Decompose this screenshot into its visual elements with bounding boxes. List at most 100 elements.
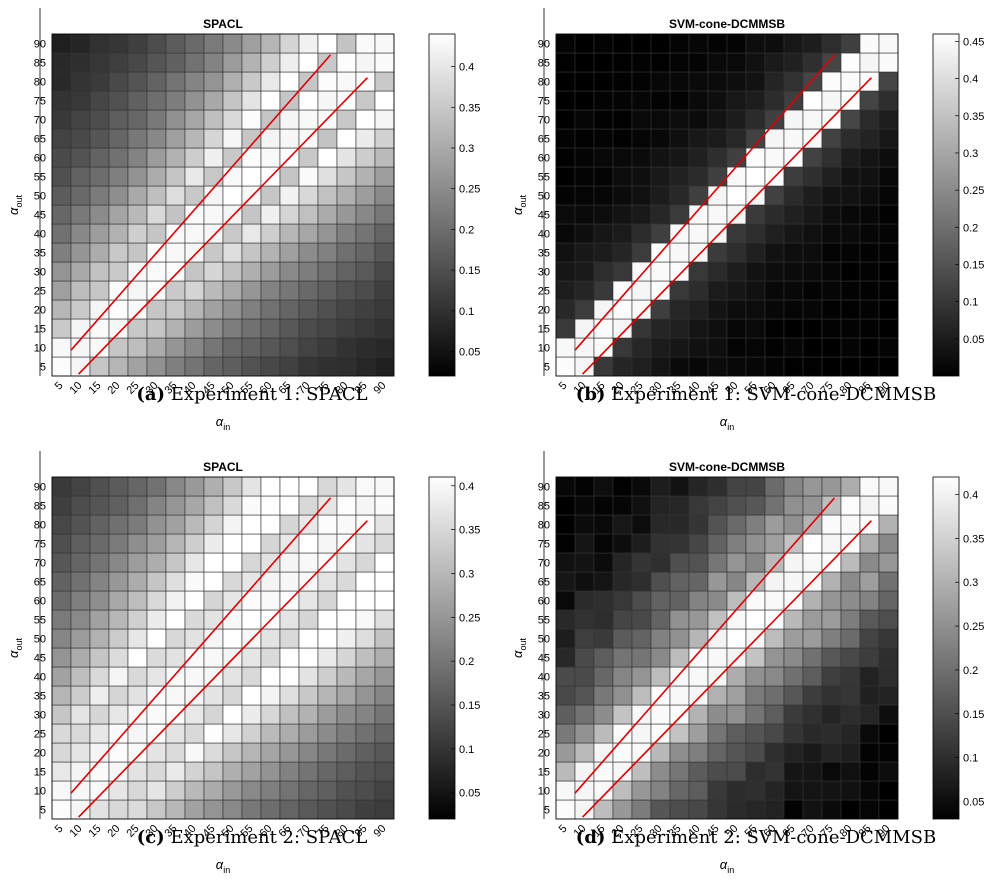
chart-title-b: SVM-cone-DCMMSB bbox=[669, 17, 785, 31]
heatmap-cell bbox=[802, 799, 823, 820]
heatmap-cell bbox=[108, 223, 129, 244]
heatmap-cell bbox=[840, 704, 861, 725]
heatmap-cell bbox=[726, 356, 747, 377]
heatmap-cell bbox=[260, 147, 281, 168]
heatmap-cell bbox=[222, 647, 243, 668]
heatmap-cell bbox=[631, 571, 652, 592]
heatmap-cell bbox=[745, 242, 766, 263]
heatmap-cell bbox=[279, 33, 300, 54]
heatmap-cell bbox=[650, 52, 671, 73]
heatmap-cell bbox=[184, 280, 205, 301]
heatmap-cell bbox=[783, 666, 804, 687]
heatmap-cell bbox=[783, 109, 804, 130]
heatmap-cell bbox=[108, 185, 129, 206]
heatmap-cell bbox=[336, 204, 357, 225]
heatmap-cell bbox=[317, 799, 338, 820]
heatmap-cell bbox=[127, 704, 148, 725]
heatmap-cell bbox=[859, 337, 880, 358]
heatmap-cell bbox=[745, 476, 766, 497]
heatmap-cell bbox=[821, 128, 842, 149]
heatmap-cell bbox=[108, 647, 129, 668]
heatmap-cell bbox=[802, 299, 823, 320]
heatmap-cell bbox=[260, 476, 281, 497]
heatmap-cell bbox=[555, 52, 576, 73]
y-tick-label: 70 bbox=[538, 558, 550, 570]
heatmap-cell bbox=[203, 147, 224, 168]
heatmap-cell bbox=[878, 356, 899, 377]
heatmap-cell bbox=[650, 280, 671, 301]
heatmap-cell bbox=[821, 780, 842, 801]
heatmap-cell bbox=[707, 666, 728, 687]
heatmap-cell bbox=[355, 185, 376, 206]
heatmap-cell bbox=[127, 590, 148, 611]
heatmap-cell bbox=[859, 761, 880, 782]
heatmap-cell bbox=[593, 242, 614, 263]
panel-d: SVM-cone-DCMMSB 5 10 15 20 25 30 35 40 45 50 55 60 65… bbox=[504, 443, 1008, 885]
heatmap-cell bbox=[745, 742, 766, 763]
heatmap-cell bbox=[593, 109, 614, 130]
heatmap-cell bbox=[840, 185, 861, 206]
heatmap-cell bbox=[317, 590, 338, 611]
heatmap-cell bbox=[146, 280, 167, 301]
heatmap-cell bbox=[51, 147, 72, 168]
heatmap-cell bbox=[669, 742, 690, 763]
heatmap-cell bbox=[355, 204, 376, 225]
heatmap-cell bbox=[317, 261, 338, 282]
y-tick-label: 45 bbox=[538, 653, 550, 665]
heatmap-cell bbox=[146, 742, 167, 763]
heatmap-cell bbox=[336, 71, 357, 92]
heatmap-cell bbox=[688, 571, 709, 592]
heatmap-cell bbox=[70, 147, 91, 168]
heatmap-cell bbox=[203, 109, 224, 130]
y-tick-label: 80 bbox=[538, 77, 550, 89]
heatmap-chart-d: SVM-cone-DCMMSB 5 10 15 20 25 30 35 40 45 50 55 60 65… bbox=[510, 451, 984, 875]
heatmap-cell bbox=[222, 128, 243, 149]
heatmap-cell bbox=[574, 590, 595, 611]
heatmap-cell bbox=[146, 666, 167, 687]
heatmap-cell bbox=[631, 318, 652, 339]
colorbar-tick-label: 0.35 bbox=[459, 102, 480, 114]
heatmap-cell bbox=[555, 590, 576, 611]
y-tick-label: 90 bbox=[34, 39, 46, 51]
heatmap-cell bbox=[222, 166, 243, 187]
heatmap-cell bbox=[51, 261, 72, 282]
heatmap-cell bbox=[707, 147, 728, 168]
caption-d-text: Experiment 2: SVM-cone-DCMMSB bbox=[611, 827, 937, 848]
heatmap-cell bbox=[89, 685, 110, 706]
heatmap-cell bbox=[184, 571, 205, 592]
y-tick-label: 90 bbox=[538, 482, 550, 494]
heatmap-cell bbox=[821, 52, 842, 73]
heatmap-cell bbox=[260, 647, 281, 668]
heatmap-cell bbox=[184, 109, 205, 130]
heatmap-cell bbox=[241, 356, 262, 377]
chart-title-a: SPACL bbox=[203, 17, 243, 31]
heatmap-cell bbox=[574, 33, 595, 54]
heatmap-cell bbox=[70, 704, 91, 725]
heatmap-cell bbox=[108, 685, 129, 706]
heatmap-cell bbox=[374, 261, 395, 282]
heatmap-cell bbox=[612, 90, 633, 111]
heatmap-cell bbox=[878, 799, 899, 820]
heatmap-cell bbox=[222, 261, 243, 282]
heatmap-cell bbox=[650, 33, 671, 54]
heatmap-cell bbox=[650, 723, 671, 744]
heatmap-cell bbox=[70, 280, 91, 301]
heatmap-cell bbox=[802, 33, 823, 54]
heatmap-cell bbox=[89, 109, 110, 130]
heatmap-cell bbox=[374, 166, 395, 187]
heatmap-cell bbox=[108, 261, 129, 282]
heatmap-cell bbox=[279, 723, 300, 744]
heatmap-cell bbox=[298, 223, 319, 244]
heatmap-cell bbox=[336, 647, 357, 668]
heatmap-cell bbox=[374, 761, 395, 782]
heatmap-cell bbox=[108, 242, 129, 263]
heatmap-cell bbox=[127, 223, 148, 244]
heatmap-cell bbox=[821, 685, 842, 706]
heatmap-cell bbox=[726, 476, 747, 497]
heatmap-cell bbox=[764, 261, 785, 282]
y-tick-label: 25 bbox=[538, 729, 550, 741]
heatmap-cell bbox=[726, 647, 747, 668]
heatmap-cell bbox=[650, 590, 671, 611]
heatmap-cell bbox=[184, 723, 205, 744]
heatmap-cell bbox=[574, 242, 595, 263]
